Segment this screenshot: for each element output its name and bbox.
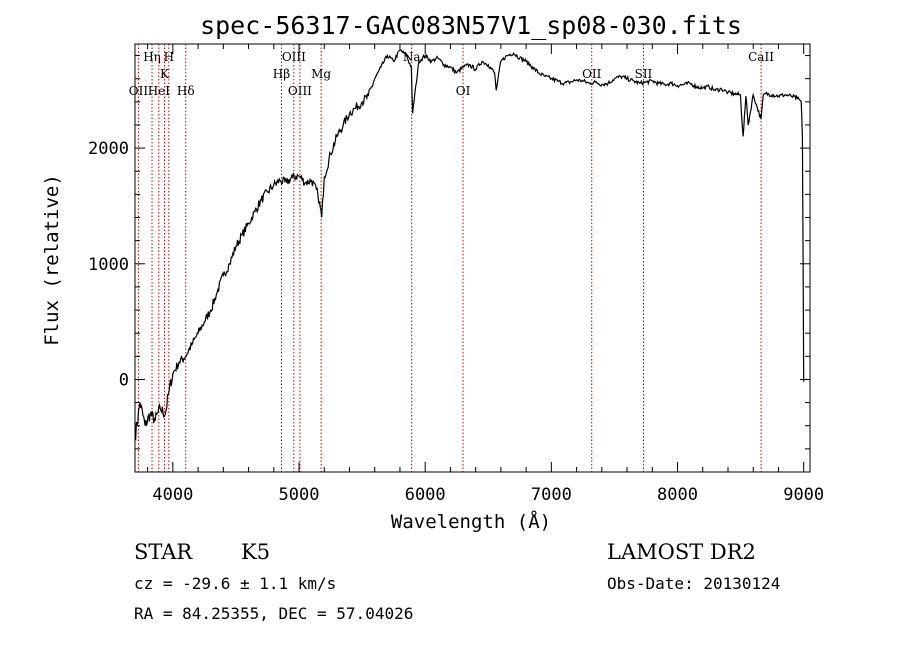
plot-frame (134, 43, 811, 473)
spectral-line-label: Na (403, 50, 421, 64)
spectral-line-label: OII (129, 84, 149, 98)
spectral-line-label: Mg (311, 67, 331, 81)
spectral-line-label: OIII (282, 50, 306, 64)
spectral-line-label: Hη (143, 50, 161, 64)
x-tick-label: 4000 (152, 485, 193, 505)
spectral-line-label: Hβ (273, 67, 290, 81)
object-class: STAR (134, 540, 193, 564)
x-tick-label: 5000 (279, 485, 320, 505)
spectral-line-label: OI (456, 84, 471, 98)
spectral-line-label: H (164, 50, 174, 64)
y-tick-label: 1000 (88, 255, 129, 275)
object-subclass: K5 (241, 540, 271, 564)
spectral-line-label: OIII (288, 84, 312, 98)
y-tick-label: 0 (119, 370, 129, 390)
spectral-line-labels: OII Hη HeI KH Hδ Hβ OIII OIII Mg Na OI OII SII CaII (129, 50, 774, 98)
spectral-line-label: CaII (748, 50, 774, 64)
spectral-line-label: OII (582, 67, 602, 81)
spectrum-chart: spec-56317-GAC083N57V1_sp08-030.fits OII… (41, 11, 824, 533)
spectral-line-label: HeI (148, 84, 171, 98)
y-axis-label: Flux (relative) (41, 174, 63, 346)
x-tick-label: 9000 (783, 485, 824, 505)
coordinates: RA = 84.25355, DEC = 57.04026 (134, 604, 414, 623)
chart-title: spec-56317-GAC083N57V1_sp08-030.fits (200, 11, 742, 40)
axis-ticks: 4000 5000 6000 7000 8000 9000 0 1000 2000 (88, 44, 824, 505)
spectral-line-label: SII (635, 67, 653, 81)
y-tick-label: 2000 (88, 139, 129, 159)
spectral-line-label: K (160, 67, 170, 81)
x-tick-label: 8000 (657, 485, 698, 505)
x-axis-label: Wavelength (Å) (391, 510, 551, 533)
spectral-line-label: Hδ (177, 84, 195, 98)
observation-date: Obs-Date: 20130124 (607, 574, 781, 593)
redshift-velocity: cz = -29.6 ± 1.1 km/s (134, 574, 337, 593)
survey-name: LAMOST DR2 (607, 540, 756, 564)
x-tick-label: 6000 (405, 485, 446, 505)
x-tick-label: 7000 (531, 485, 572, 505)
spectrum-line (134, 49, 805, 442)
spectral-line-markers (137, 44, 762, 472)
